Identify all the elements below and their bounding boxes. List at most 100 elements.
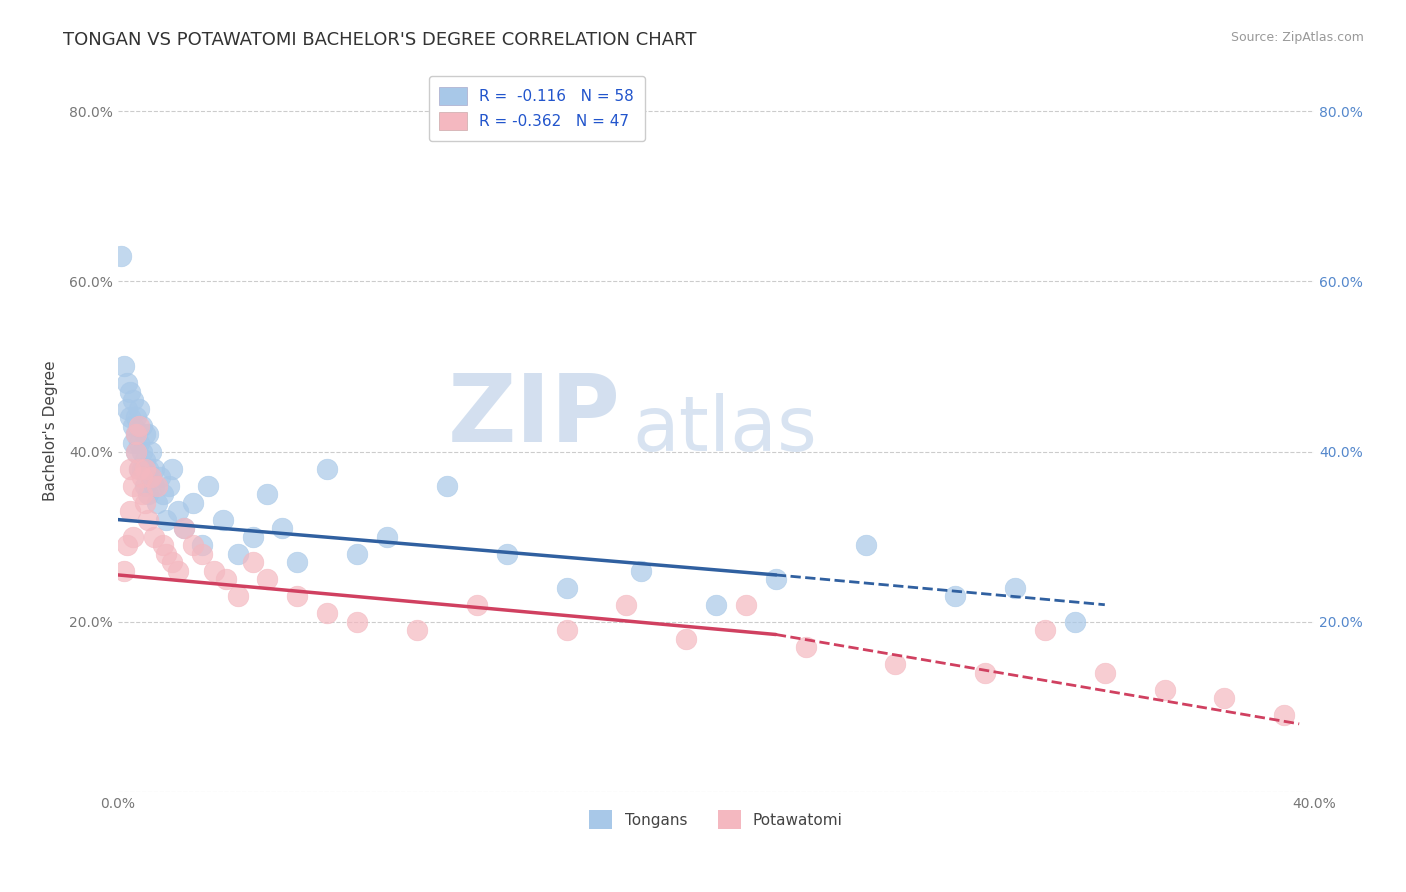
Point	[1153, 682, 1175, 697]
Point	[1033, 624, 1056, 638]
Point	[152, 538, 174, 552]
Point	[131, 461, 153, 475]
Point	[155, 513, 177, 527]
Point	[765, 572, 787, 586]
Point	[190, 547, 212, 561]
Point	[134, 461, 156, 475]
Point	[173, 521, 195, 535]
Point	[855, 538, 877, 552]
Point	[375, 530, 398, 544]
Point	[136, 427, 159, 442]
Text: ZIP: ZIP	[447, 370, 620, 462]
Point	[226, 589, 249, 603]
Point	[110, 249, 132, 263]
Point	[142, 478, 165, 492]
Point	[214, 572, 236, 586]
Point	[316, 461, 339, 475]
Point	[115, 538, 138, 552]
Point	[118, 410, 141, 425]
Text: Source: ZipAtlas.com: Source: ZipAtlas.com	[1230, 31, 1364, 45]
Point	[974, 665, 997, 680]
Point	[160, 461, 183, 475]
Point	[287, 555, 309, 569]
Point	[287, 589, 309, 603]
Point	[139, 470, 162, 484]
Point	[406, 624, 429, 638]
Point	[128, 461, 150, 475]
Point	[555, 581, 578, 595]
Point	[134, 478, 156, 492]
Point	[118, 461, 141, 475]
Point	[139, 444, 162, 458]
Point	[256, 487, 278, 501]
Point	[211, 513, 233, 527]
Point	[675, 632, 697, 646]
Point	[173, 521, 195, 535]
Point	[316, 606, 339, 620]
Point	[131, 444, 153, 458]
Point	[112, 359, 135, 374]
Point	[181, 538, 204, 552]
Point	[122, 419, 145, 434]
Point	[256, 572, 278, 586]
Point	[146, 478, 169, 492]
Point	[128, 419, 150, 434]
Point	[146, 495, 169, 509]
Point	[735, 598, 758, 612]
Point	[122, 393, 145, 408]
Point	[122, 436, 145, 450]
Point	[271, 521, 294, 535]
Point	[346, 547, 368, 561]
Point	[139, 470, 162, 484]
Point	[704, 598, 727, 612]
Point	[202, 564, 225, 578]
Point	[1213, 691, 1236, 706]
Point	[136, 461, 159, 475]
Point	[112, 564, 135, 578]
Point	[242, 530, 264, 544]
Point	[1272, 708, 1295, 723]
Point	[884, 657, 907, 672]
Point	[128, 461, 150, 475]
Point	[190, 538, 212, 552]
Point	[197, 478, 219, 492]
Text: TONGAN VS POTAWATOMI BACHELOR'S DEGREE CORRELATION CHART: TONGAN VS POTAWATOMI BACHELOR'S DEGREE C…	[63, 31, 697, 49]
Point	[1064, 615, 1087, 629]
Point	[1094, 665, 1116, 680]
Point	[436, 478, 458, 492]
Point	[125, 444, 148, 458]
Point	[1004, 581, 1026, 595]
Point	[166, 504, 188, 518]
Point	[134, 453, 156, 467]
Point	[495, 547, 517, 561]
Point	[136, 487, 159, 501]
Point	[118, 504, 141, 518]
Point	[134, 427, 156, 442]
Point	[226, 547, 249, 561]
Point	[125, 444, 148, 458]
Point	[166, 564, 188, 578]
Point	[242, 555, 264, 569]
Point	[614, 598, 637, 612]
Point	[630, 564, 652, 578]
Point	[125, 427, 148, 442]
Point	[115, 401, 138, 416]
Point	[155, 547, 177, 561]
Point	[134, 495, 156, 509]
Point	[115, 376, 138, 391]
Point	[943, 589, 966, 603]
Point	[465, 598, 488, 612]
Point	[131, 470, 153, 484]
Point	[125, 427, 148, 442]
Point	[118, 384, 141, 399]
Point	[152, 487, 174, 501]
Point	[142, 461, 165, 475]
Point	[142, 530, 165, 544]
Text: atlas: atlas	[633, 393, 817, 467]
Point	[131, 419, 153, 434]
Point	[136, 513, 159, 527]
Point	[160, 555, 183, 569]
Point	[181, 495, 204, 509]
Point	[128, 436, 150, 450]
Point	[128, 401, 150, 416]
